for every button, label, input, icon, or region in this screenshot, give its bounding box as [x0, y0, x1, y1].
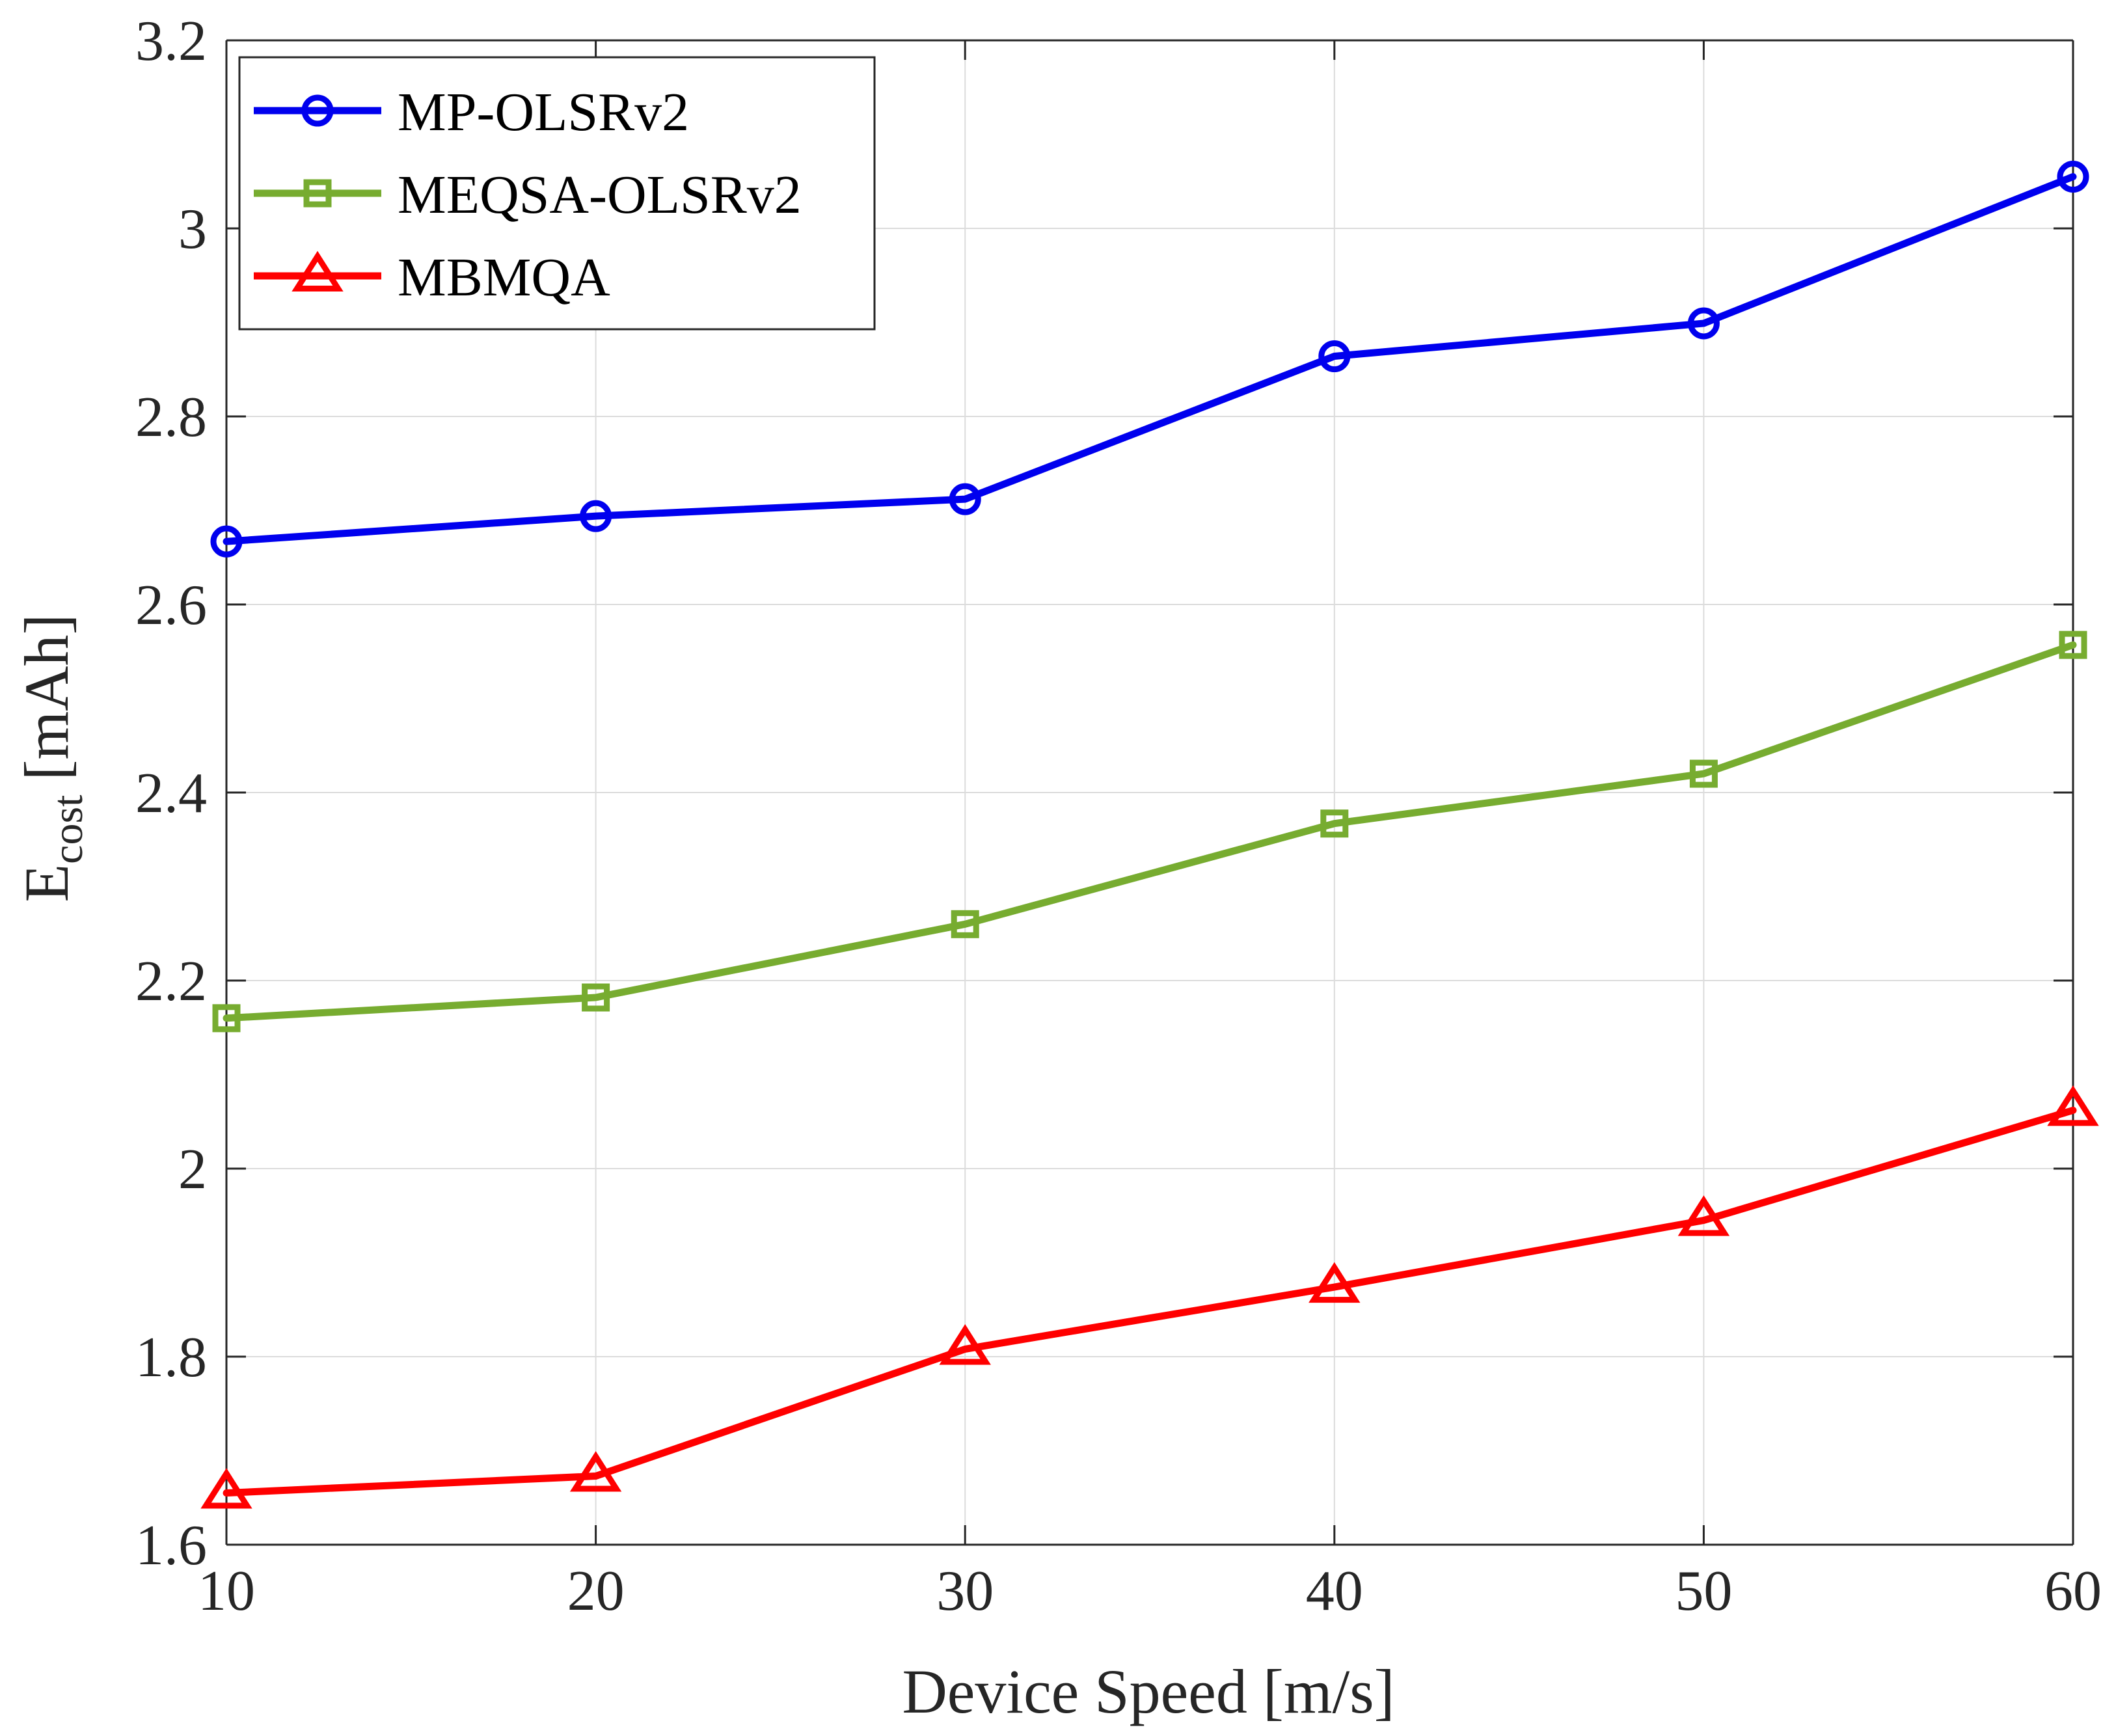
legend-item-meqsa-olsrv2: MEQSA-OLSRv2	[254, 165, 802, 225]
series-line-meqsa-olsrv2	[223, 641, 2077, 1022]
legend-label: MEQSA-OLSRv2	[398, 165, 802, 225]
series-mbmqa	[200, 1085, 2099, 1509]
data-point-mbmqa	[1309, 1262, 1361, 1303]
y-tick-label: 2	[178, 1138, 207, 1201]
data-point-mbmqa	[2047, 1085, 2099, 1126]
legend-label: MBMQA	[398, 247, 610, 308]
legend-item-mbmqa: MBMQA	[254, 247, 610, 308]
data-point-meqsa-olsrv2	[2059, 631, 2087, 659]
data-point-meqsa-olsrv2	[212, 1004, 241, 1033]
series-line-mp-olsrv2	[223, 173, 2077, 545]
x-axis-title: Device Speed [m/s]	[902, 1657, 1394, 1726]
data-point-mbmqa	[1677, 1195, 1730, 1236]
y-tick-label: 3.2	[135, 10, 207, 73]
y-axis-title-subscript: cost	[44, 794, 92, 863]
y-axis-title-unit: [mAh]	[12, 614, 81, 781]
y-tick-label: 2.8	[135, 386, 207, 449]
y-tick-label: 3	[178, 198, 207, 261]
y-axis-title: Ecost [mAh]	[12, 614, 92, 902]
svg-text:Ecost[mAh]: Ecost [mAh]	[12, 614, 92, 902]
x-tick-label: 60	[2044, 1560, 2102, 1623]
data-point-meqsa-olsrv2	[1320, 809, 1349, 838]
y-tick-label: 2.4	[135, 762, 207, 825]
data-point-mbmqa	[939, 1324, 991, 1365]
y-tick-label: 2.6	[135, 574, 207, 637]
series-mp-olsrv2	[210, 161, 2089, 558]
data-point-mp-olsrv2	[1318, 340, 1351, 373]
y-tick-label: 1.6	[135, 1514, 207, 1577]
data-point-mp-olsrv2	[210, 525, 243, 558]
series-line-mbmqa	[223, 1106, 2077, 1497]
legend-marker	[303, 179, 332, 208]
legend-marker	[301, 94, 334, 127]
series-meqsa-olsrv2	[212, 631, 2087, 1033]
series-layer	[200, 161, 2099, 1509]
y-tick-label: 2.2	[135, 950, 207, 1013]
data-point-meqsa-olsrv2	[951, 910, 979, 938]
legend-marker	[292, 251, 344, 292]
data-point-mbmqa	[200, 1468, 252, 1509]
x-tick-label: 10	[198, 1560, 255, 1623]
x-tick-label: 30	[936, 1560, 994, 1623]
x-tick-label: 40	[1306, 1560, 1363, 1623]
data-point-mp-olsrv2	[949, 483, 981, 515]
x-tick-label: 50	[1675, 1560, 1732, 1623]
y-axis-title-main: E	[12, 864, 81, 902]
data-point-mp-olsrv2	[580, 500, 612, 532]
data-point-mp-olsrv2	[1687, 307, 1720, 340]
legend-label: MP-OLSRv2	[398, 82, 689, 142]
data-point-meqsa-olsrv2	[582, 983, 610, 1012]
data-point-mp-olsrv2	[2057, 161, 2089, 193]
legend-item-mp-olsrv2: MP-OLSRv2	[254, 82, 689, 142]
x-tick-label: 20	[567, 1560, 625, 1623]
data-point-mbmqa	[569, 1451, 622, 1492]
data-point-meqsa-olsrv2	[1689, 759, 1718, 788]
tick-labels: 10 20 30 40 50 60 1.6 1.8 2 2.2 2.4 2.6 2.8 3 3.2	[135, 10, 2102, 1623]
axes	[225, 39, 2074, 1546]
legend: MP-OLSRv2 MEQSA-OLSRv2 MBMQA	[238, 56, 876, 331]
y-tick-label: 1.8	[135, 1326, 207, 1389]
